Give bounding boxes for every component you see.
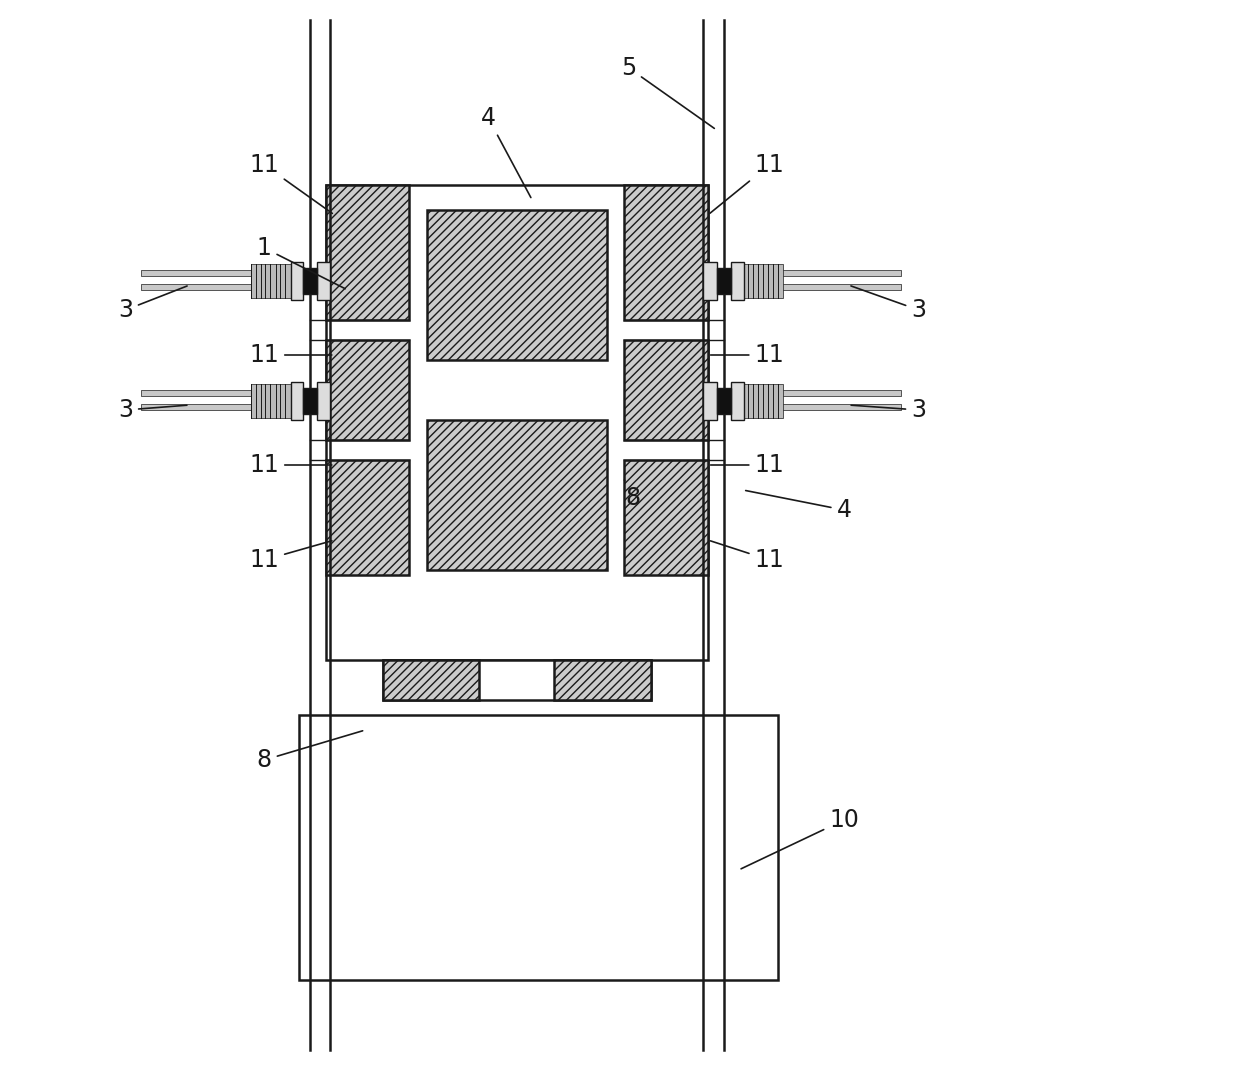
Bar bbox=[326, 460, 409, 575]
Bar bbox=[724, 404, 901, 409]
Text: 4: 4 bbox=[481, 106, 531, 197]
Bar bbox=[703, 382, 717, 420]
Bar bbox=[141, 284, 310, 290]
Text: 11: 11 bbox=[249, 343, 332, 367]
Text: 8: 8 bbox=[257, 731, 362, 772]
Bar bbox=[383, 660, 651, 700]
Bar bbox=[299, 715, 777, 980]
Bar bbox=[427, 420, 606, 570]
Text: 11: 11 bbox=[711, 453, 784, 477]
Bar bbox=[303, 268, 317, 294]
Text: 10: 10 bbox=[742, 808, 859, 869]
Text: 11: 11 bbox=[249, 152, 332, 213]
Bar bbox=[625, 340, 708, 440]
Bar bbox=[290, 262, 303, 299]
Bar bbox=[730, 382, 744, 420]
Bar bbox=[724, 390, 901, 396]
Bar bbox=[326, 185, 708, 660]
Bar bbox=[317, 382, 330, 420]
Bar bbox=[703, 262, 717, 299]
Text: 4: 4 bbox=[745, 490, 852, 522]
Bar bbox=[326, 340, 409, 440]
Text: 11: 11 bbox=[711, 541, 784, 572]
Bar bbox=[326, 185, 409, 320]
Bar bbox=[141, 390, 310, 396]
Bar bbox=[730, 262, 744, 299]
Bar bbox=[554, 660, 651, 700]
Text: 8: 8 bbox=[625, 480, 641, 510]
Bar bbox=[717, 388, 730, 414]
Bar bbox=[141, 404, 310, 409]
Bar bbox=[303, 388, 317, 414]
Bar bbox=[252, 264, 290, 298]
Text: 3: 3 bbox=[851, 397, 926, 423]
Bar bbox=[290, 382, 303, 420]
Bar bbox=[625, 460, 708, 575]
Text: 1: 1 bbox=[257, 236, 345, 289]
Bar bbox=[724, 284, 901, 290]
Bar bbox=[141, 270, 310, 276]
Text: 3: 3 bbox=[118, 286, 187, 322]
Bar bbox=[252, 384, 290, 418]
Bar bbox=[744, 384, 784, 418]
Bar bbox=[724, 270, 901, 276]
Text: 11: 11 bbox=[249, 453, 332, 477]
Bar bbox=[383, 660, 480, 700]
Text: 11: 11 bbox=[711, 343, 784, 367]
Bar bbox=[625, 185, 708, 320]
Bar bbox=[717, 268, 730, 294]
Bar bbox=[744, 264, 784, 298]
Text: 11: 11 bbox=[711, 152, 784, 213]
Text: 11: 11 bbox=[249, 541, 332, 572]
Bar bbox=[317, 262, 330, 299]
Text: 3: 3 bbox=[118, 397, 187, 423]
Text: 3: 3 bbox=[851, 286, 926, 322]
Text: 5: 5 bbox=[621, 56, 714, 129]
Bar bbox=[427, 210, 606, 360]
